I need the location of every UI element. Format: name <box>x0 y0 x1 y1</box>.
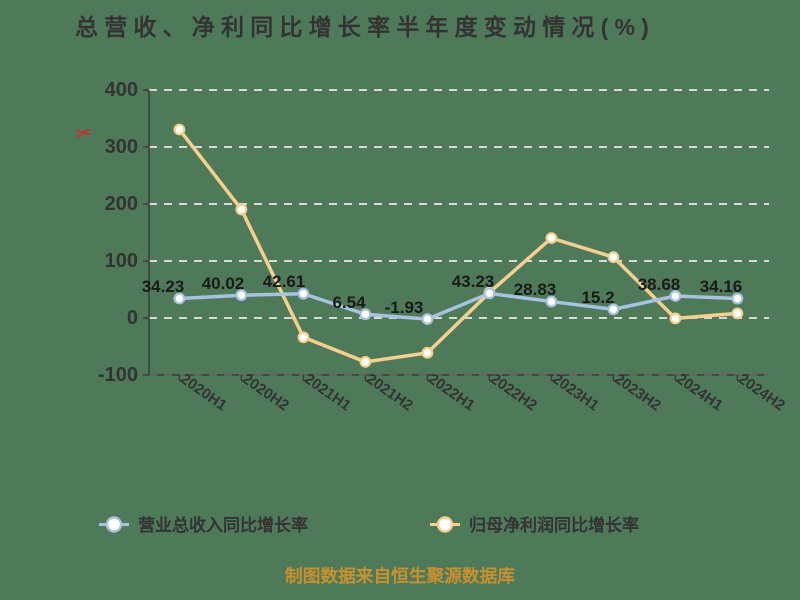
svg-text:✂: ✂ <box>74 122 94 147</box>
svg-text:2021H1: 2021H1 <box>301 370 354 414</box>
svg-text:2024H2: 2024H2 <box>735 370 788 414</box>
svg-text:100: 100 <box>105 250 138 272</box>
svg-text:28.83: 28.83 <box>514 280 557 299</box>
svg-text:300: 300 <box>105 136 138 158</box>
svg-text:40.02: 40.02 <box>202 274 245 293</box>
svg-text:归母净利润同比增长率: 归母净利润同比增长率 <box>469 515 639 535</box>
svg-text:2022H1: 2022H1 <box>425 370 478 414</box>
svg-text:制图数据来自恒生聚源数据库: 制图数据来自恒生聚源数据库 <box>285 565 515 586</box>
svg-text:0: 0 <box>127 307 138 329</box>
svg-text:43.23: 43.23 <box>452 272 495 291</box>
svg-text:2021H2: 2021H2 <box>363 370 416 414</box>
svg-text:2023H1: 2023H1 <box>549 370 602 414</box>
svg-text:-100: -100 <box>98 364 138 386</box>
svg-text:2023H2: 2023H2 <box>611 370 664 414</box>
svg-text:38.68: 38.68 <box>638 275 681 294</box>
svg-text:营业总收入同比增长率: 营业总收入同比增长率 <box>138 515 308 535</box>
svg-text:34.16: 34.16 <box>700 277 743 296</box>
svg-text:34.23: 34.23 <box>142 277 185 296</box>
svg-text:2020H1: 2020H1 <box>177 370 230 414</box>
svg-text:6.54: 6.54 <box>332 293 366 312</box>
svg-text:400: 400 <box>105 79 138 101</box>
svg-text:200: 200 <box>105 193 138 215</box>
svg-text:42.61: 42.61 <box>263 272 306 291</box>
svg-text:2024H1: 2024H1 <box>673 370 726 414</box>
svg-text:15.2: 15.2 <box>581 288 614 307</box>
svg-text:2022H2: 2022H2 <box>487 370 540 414</box>
svg-text:-1.93: -1.93 <box>385 298 424 317</box>
svg-text:2020H2: 2020H2 <box>239 370 292 414</box>
